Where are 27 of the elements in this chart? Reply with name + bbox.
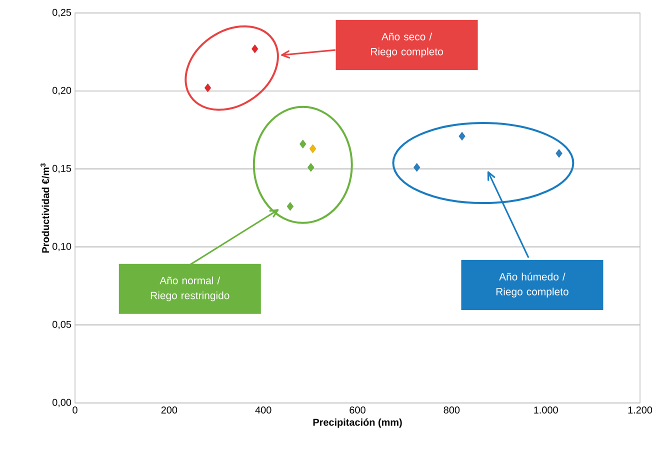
point [308,163,314,172]
y-axis-title: Productividad €/m$^{3}$ [40,163,50,253]
x-tick-label: 800 [444,406,460,414]
annotation: Año húmedo / Riego completo [496,272,568,298]
x-tick-label: 1.200 [628,406,652,414]
annotation: Año normal / Riego restringido [150,276,230,302]
point [458,132,466,141]
x-tick-label: 200 [161,406,178,414]
x-tick-label: 1.000 [534,406,558,414]
annotation: Año seco / Riego completo [371,32,443,58]
point [309,144,316,154]
point [286,202,294,211]
point [414,163,420,172]
x-tick-label: 600 [350,406,366,414]
x-axis-title: Precipitación (mm) [313,418,402,428]
y-tick-label: 0,00 [52,398,72,408]
y-tick-label: 0,25 [52,8,72,18]
y-tick-label: 0,20 [52,86,72,96]
point [300,140,306,148]
point [556,149,562,158]
y-tick-label: 0,10 [52,242,72,252]
point [252,44,258,54]
x-tick-label: 400 [255,406,272,414]
x-tick-label: 0 [72,406,78,414]
y-tick-label: 0,15 [52,164,72,174]
y-tick-label: 0,05 [52,320,72,330]
point [204,84,212,92]
